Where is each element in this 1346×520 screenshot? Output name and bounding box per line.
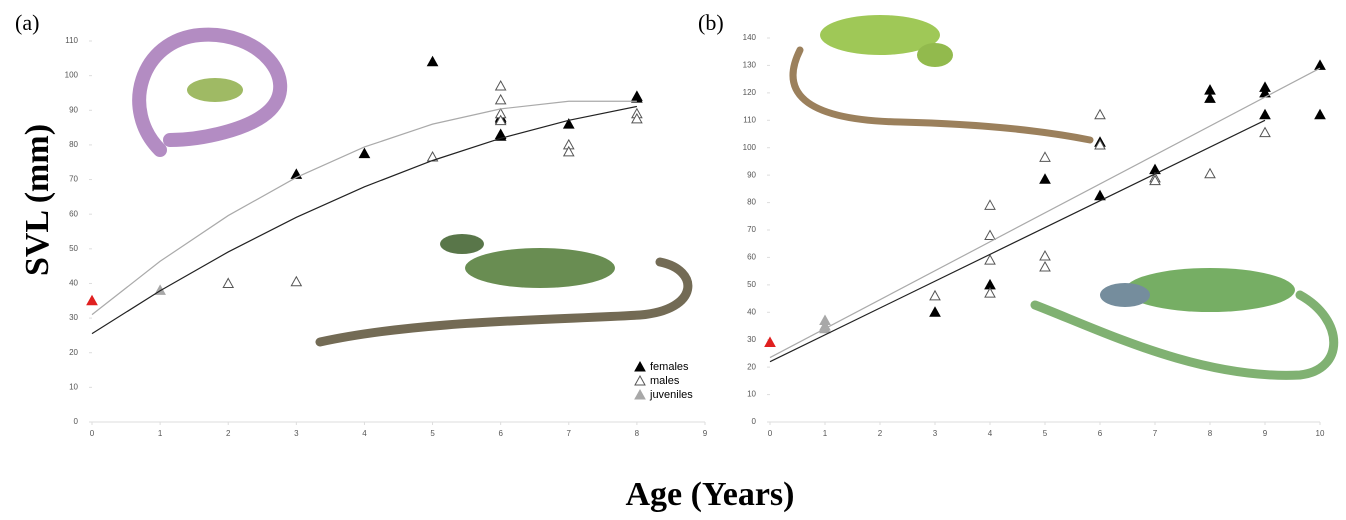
x-tick-label: 9: [1263, 429, 1268, 438]
legend-label: females: [650, 361, 689, 373]
trend-line: [769, 119, 1266, 363]
y-tick-label: 70: [747, 225, 756, 234]
y-tick-label: 40: [747, 307, 756, 316]
data-point: [764, 336, 776, 347]
x-tick-label: 0: [768, 429, 773, 438]
y-axis-label: SVL (mm): [19, 124, 56, 276]
legend-label: juveniles: [649, 389, 693, 401]
x-tick-label: 5: [1043, 429, 1048, 438]
y-tick-label: 30: [747, 335, 756, 344]
data-point: [494, 93, 507, 105]
data-point: [984, 254, 996, 265]
legend-label: males: [650, 375, 680, 387]
x-tick-label: 10: [1316, 429, 1325, 438]
data-point: [1259, 126, 1271, 138]
y-tick-label: 40: [69, 279, 78, 288]
y-tick-label: 110: [65, 36, 78, 45]
data-point: [1094, 108, 1106, 120]
data-point: [1149, 174, 1161, 186]
y-tick-label: 130: [743, 61, 757, 70]
data-point: [1039, 151, 1051, 162]
y-tick-label: 140: [743, 33, 757, 42]
data-point: [984, 199, 996, 210]
x-tick-label: 7: [567, 429, 572, 438]
data-point: [984, 287, 996, 298]
x-tick-label: 9: [703, 429, 708, 438]
y-tick-label: 30: [69, 313, 78, 322]
y-tick-label: 10: [69, 382, 78, 391]
data-point: [631, 112, 643, 124]
data-point: [562, 118, 575, 129]
x-tick-label: 4: [988, 429, 993, 438]
data-point: [1204, 92, 1216, 103]
x-tick-label: 2: [878, 429, 883, 438]
y-tick-label: 120: [743, 88, 757, 97]
x-tick-label: 2: [226, 429, 231, 438]
data-point: [358, 147, 371, 159]
trend-line: [91, 105, 638, 335]
x-tick-label: 3: [933, 429, 938, 438]
y-tick-label: 50: [69, 244, 78, 253]
y-tick-label: 10: [747, 390, 756, 399]
data-point: [1314, 108, 1326, 120]
y-tick-label: 110: [743, 115, 756, 124]
data-point: [494, 79, 507, 91]
data-point: [1094, 189, 1106, 201]
data-point: [929, 306, 941, 317]
x-tick-label: 0: [90, 429, 95, 438]
y-tick-label: 100: [743, 143, 757, 152]
x-tick-label: 5: [430, 429, 435, 438]
legend-marker: [634, 374, 646, 386]
panel-label: (b): [698, 10, 724, 35]
y-tick-label: 0: [74, 417, 79, 426]
data-point: [1039, 173, 1051, 184]
y-tick-label: 90: [69, 105, 78, 114]
x-tick-label: 1: [823, 429, 828, 438]
data-point: [984, 229, 996, 240]
y-tick-label: 50: [747, 280, 756, 289]
data-point: [1259, 108, 1271, 120]
data-point: [1039, 250, 1051, 261]
data-point: [1314, 59, 1326, 70]
x-tick-label: 6: [1098, 429, 1103, 438]
data-point: [929, 289, 941, 301]
data-point: [426, 55, 439, 67]
data-point: [494, 114, 507, 126]
data-point: [86, 294, 98, 306]
y-tick-label: 70: [69, 175, 78, 184]
legend-marker: [634, 388, 646, 400]
legend-marker: [634, 360, 646, 372]
x-tick-label: 7: [1153, 429, 1158, 438]
panel-label: (a): [15, 10, 39, 35]
y-tick-label: 80: [747, 198, 756, 207]
x-tick-label: 1: [158, 429, 163, 438]
x-tick-label: 3: [294, 429, 299, 438]
data-point: [562, 145, 575, 157]
trend-line: [769, 67, 1321, 359]
data-point: [1039, 260, 1051, 272]
data-point: [290, 275, 303, 287]
x-tick-label: 4: [362, 429, 367, 438]
x-tick-label: 6: [498, 429, 503, 438]
data-point: [1094, 138, 1106, 150]
y-tick-label: 60: [69, 209, 78, 218]
lizard-illustrations: [132, 15, 1339, 380]
y-tick-label: 60: [747, 253, 756, 262]
data-point: [1204, 167, 1216, 179]
trend-line: [91, 100, 637, 316]
y-tick-label: 90: [747, 170, 756, 179]
x-tick-label: 8: [1208, 429, 1213, 438]
x-axis-label: Age (Years): [626, 476, 795, 513]
y-tick-label: 80: [69, 140, 78, 149]
data-point: [631, 92, 643, 103]
x-tick-label: 8: [635, 429, 640, 438]
y-tick-label: 20: [69, 348, 78, 357]
data-point: [222, 277, 235, 288]
y-tick-label: 0: [752, 417, 757, 426]
y-tick-label: 100: [65, 71, 79, 80]
y-tick-label: 20: [747, 362, 756, 371]
